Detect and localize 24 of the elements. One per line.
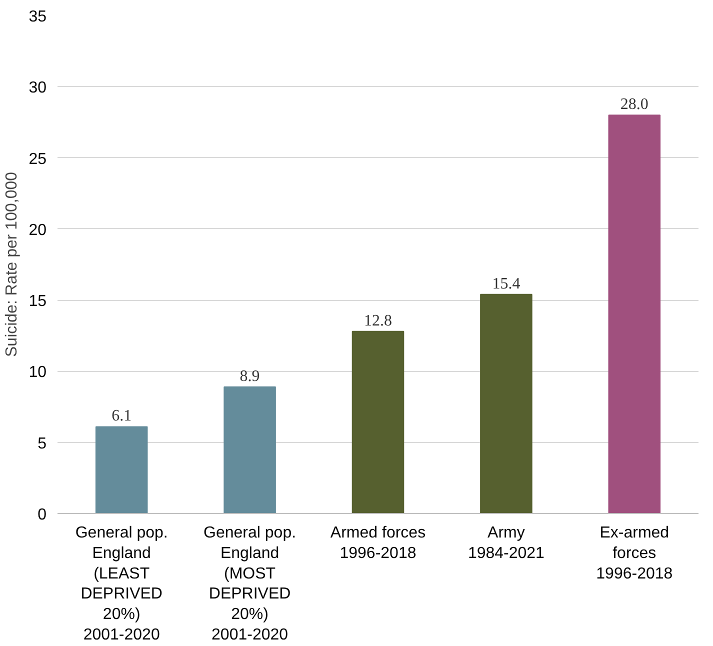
y-tick-label: 10: [28, 364, 47, 382]
bar: [224, 386, 276, 514]
bar: [352, 330, 404, 514]
y-axis-title: Suicide: Rate per 100,000: [4, 172, 21, 358]
data-label: 6.1: [112, 408, 132, 425]
y-tick-label: 5: [38, 435, 47, 452]
x-tick-label: Armed forces 1996-2018: [330, 524, 426, 562]
x-tick-label: Ex-armed forces 1996-2018: [596, 524, 673, 582]
y-tick-label: 25: [28, 150, 47, 168]
y-tick-label: 20: [28, 222, 47, 239]
bar: [95, 426, 148, 514]
x-tick-label: General pop. England (LEAST DEPRIVED 20%) 2001-2020: [75, 524, 168, 644]
bar: [480, 294, 532, 514]
y-tick-label: 0: [38, 506, 47, 524]
data-label: 15.4: [492, 275, 520, 292]
data-label: 28.0: [620, 96, 648, 114]
bar: [608, 114, 661, 514]
data-label: 12.8: [364, 312, 392, 330]
x-tick-label: General pop. England (MOST DEPRIVED 20%) 2001-2020: [204, 524, 296, 644]
data-label: 8.9: [240, 368, 260, 385]
x-tick-label: Army 1984-2021: [468, 524, 545, 562]
y-tick-label: 35: [28, 8, 47, 26]
y-tick-label: 30: [28, 80, 47, 97]
y-tick-label: 15: [28, 293, 47, 310]
